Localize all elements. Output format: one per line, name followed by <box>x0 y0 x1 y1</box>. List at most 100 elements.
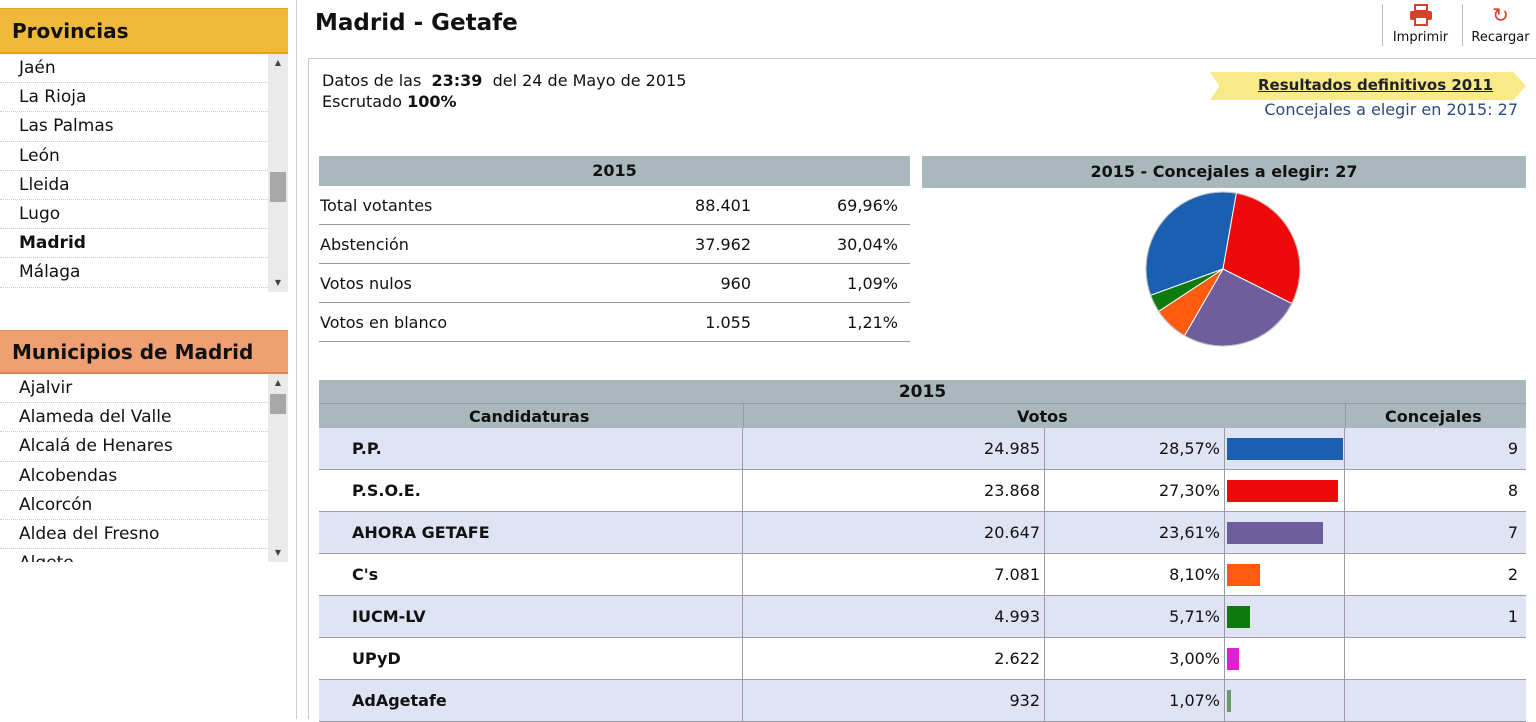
provincias-scrollbar[interactable]: ▲ ▼ <box>268 54 288 292</box>
party-name: P.P. <box>352 439 382 458</box>
vote-share-bar <box>1227 480 1338 502</box>
party-pct: 1,07% <box>1169 691 1220 710</box>
party-cell: C's <box>319 554 743 596</box>
candidatura-row: P.S.O.E. 23.868 27,30% 8 <box>319 470 1526 512</box>
party-votes: 23.868 <box>984 481 1040 500</box>
summary-label: Abstención <box>320 235 409 254</box>
list-item[interactable]: La Rioja <box>0 83 268 113</box>
datos-date: del 24 de Mayo de 2015 <box>492 71 687 90</box>
list-item[interactable]: Alameda del Valle <box>0 403 268 433</box>
party-votes: 24.985 <box>984 439 1040 458</box>
bar-cell <box>1225 554 1345 596</box>
list-item[interactable]: Lleida <box>0 171 268 200</box>
votes-cell: 2.622 <box>743 638 1045 680</box>
list-item[interactable]: Málaga <box>0 258 268 288</box>
party-concejales: 2 <box>1507 565 1518 584</box>
candidaturas-year-header: 2015 <box>319 380 1526 404</box>
summary-label: Votos en blanco <box>320 313 448 332</box>
summary-value: 960 <box>720 274 751 293</box>
summary-row: Votos en blanco 1.055 1,21% <box>319 303 910 342</box>
vote-share-bar <box>1227 438 1343 460</box>
col-votos: Votos <box>1017 407 1068 426</box>
provincias-header: Provincias <box>0 8 288 54</box>
party-cell: UPyD <box>319 638 743 680</box>
sidebar: Provincias Jaén La Rioja Las Palmas León Lle… <box>0 0 300 719</box>
provincias-items: Jaén La Rioja Las Palmas León Lleida Lugo Madr… <box>0 54 268 288</box>
summary-table: 2015 Total votantes 88.401 69,96% Abstenció… <box>319 156 910 342</box>
reload-button[interactable]: ↻ Recargar <box>1462 4 1536 46</box>
list-item[interactable]: León <box>0 142 268 171</box>
candidatura-row: AdAgetafe 932 1,07% <box>319 680 1526 722</box>
data-timestamp: Datos de las 23:39 del 24 de Mayo de 201… <box>322 70 686 112</box>
provincias-list[interactable]: Jaén La Rioja Las Palmas León Lleida Lugo Madr… <box>0 54 288 292</box>
party-cell: AdAgetafe <box>319 680 743 722</box>
party-pct: 23,61% <box>1158 523 1220 542</box>
resultados-2011-link[interactable]: Resultados definitivos 2011 <box>1258 76 1494 94</box>
concejales-pie-chart <box>1145 191 1301 347</box>
municipios-scrollbar[interactable]: ▲ ▼ <box>268 374 288 562</box>
concejales-cell: 2 <box>1345 554 1526 596</box>
pct-cell: 5,71% <box>1045 596 1225 638</box>
candidaturas-table: 2015 Candidaturas Votos Concejales P.P. 2… <box>319 380 1526 722</box>
scroll-down-icon[interactable]: ▼ <box>274 278 282 287</box>
municipios-header: Municipios de Madrid <box>0 330 288 374</box>
party-name: P.S.O.E. <box>352 481 421 500</box>
votes-cell: 932 <box>743 680 1045 722</box>
printer-icon <box>1383 4 1458 26</box>
list-item[interactable]: Madrid <box>0 229 268 259</box>
votes-cell: 23.868 <box>743 470 1045 512</box>
pie-title: 2015 - Concejales a elegir: 27 <box>922 156 1526 188</box>
party-cell: AHORA GETAFE <box>319 512 743 554</box>
summary-value: 37.962 <box>695 235 751 254</box>
list-item[interactable]: Las Palmas <box>0 112 268 142</box>
summary-pct: 30,04% <box>836 235 898 254</box>
list-item[interactable]: Lugo <box>0 200 268 230</box>
scroll-up-icon[interactable]: ▲ <box>274 58 282 67</box>
pct-cell: 1,07% <box>1045 680 1225 722</box>
list-item[interactable]: Alcalá de Henares <box>0 432 268 462</box>
party-votes: 2.622 <box>994 649 1040 668</box>
scroll-up-icon[interactable]: ▲ <box>274 378 282 387</box>
pct-cell: 23,61% <box>1045 512 1225 554</box>
print-button[interactable]: Imprimir <box>1382 4 1458 46</box>
summary-row: Total votantes 88.401 69,96% <box>319 186 910 225</box>
list-item[interactable]: Alcobendas <box>0 462 268 491</box>
bar-cell <box>1225 596 1345 638</box>
bar-cell <box>1225 512 1345 554</box>
concejales-cell: 9 <box>1345 428 1526 470</box>
party-name: AdAgetafe <box>352 691 447 710</box>
party-concejales: 9 <box>1507 439 1518 458</box>
list-item[interactable]: Alcorcón <box>0 491 268 520</box>
bar-cell <box>1225 680 1345 722</box>
resultados-2011-banner[interactable]: Resultados definitivos 2011 <box>1210 72 1526 100</box>
vote-share-bar <box>1227 564 1260 586</box>
bar-cell <box>1225 428 1345 470</box>
summary-pct: 1,21% <box>847 313 898 332</box>
summary-year-header: 2015 <box>319 156 910 186</box>
list-item[interactable]: Jaén <box>0 54 268 84</box>
municipios-list[interactable]: Ajalvir Alameda del Valle Alcalá de Henare… <box>0 374 288 562</box>
divider <box>296 0 297 719</box>
party-votes: 932 <box>1009 691 1040 710</box>
provincias-scroll-thumb[interactable] <box>270 172 286 202</box>
list-item[interactable]: Ajalvir <box>0 374 268 404</box>
reload-icon: ↻ <box>1492 3 1509 27</box>
list-item[interactable]: Aldea del Fresno <box>0 520 268 550</box>
pct-cell: 27,30% <box>1045 470 1225 512</box>
summary-row: Abstención 37.962 30,04% <box>319 225 910 264</box>
summary-pct: 69,96% <box>836 196 898 215</box>
concejales-cell <box>1345 680 1526 722</box>
scroll-down-icon[interactable]: ▼ <box>274 548 282 557</box>
concejales-cell <box>1345 638 1526 680</box>
provincias-title: Provincias <box>12 18 129 43</box>
summary-value: 88.401 <box>695 196 751 215</box>
list-item[interactable]: Algete <box>0 549 268 562</box>
party-votes: 4.993 <box>994 607 1040 626</box>
reload-label: Recargar <box>1471 30 1530 45</box>
party-name: AHORA GETAFE <box>352 523 490 542</box>
votes-cell: 20.647 <box>743 512 1045 554</box>
municipios-scroll-thumb[interactable] <box>270 394 286 414</box>
party-votes: 7.081 <box>994 565 1040 584</box>
col-concejales: Concejales <box>1385 407 1482 426</box>
party-concejales: 7 <box>1507 523 1518 542</box>
